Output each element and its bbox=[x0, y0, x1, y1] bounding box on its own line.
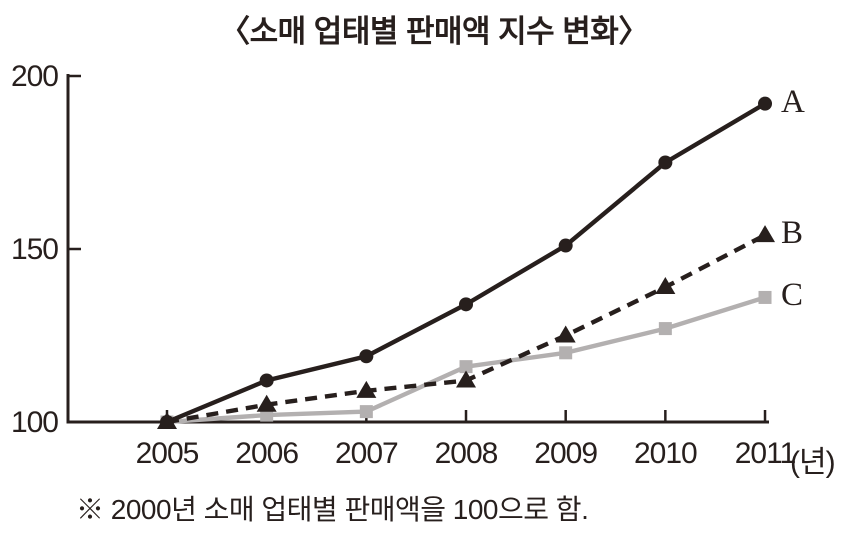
series-marker-triangle-B bbox=[356, 380, 377, 398]
series-marker-circle-A bbox=[758, 96, 773, 111]
series-marker-circle-A bbox=[658, 155, 673, 170]
y-tick-label-150: 150 bbox=[10, 233, 59, 266]
series-label-B: B bbox=[781, 215, 804, 252]
x-tick-label-2005: 2005 bbox=[135, 437, 200, 470]
series-marker-square-C bbox=[559, 346, 573, 360]
series-marker-triangle-B bbox=[555, 325, 576, 343]
series-marker-square-C bbox=[359, 405, 373, 419]
series-marker-circle-A bbox=[359, 349, 374, 364]
y-tick-label-200: 200 bbox=[10, 60, 59, 93]
series-line-C bbox=[166, 295, 766, 425]
series-marker-circle-A bbox=[160, 415, 174, 429]
footnote: ※ 2000년 소매 업태별 판매액을 100으로 함. bbox=[76, 494, 589, 525]
series-marker-circle-A bbox=[459, 297, 474, 312]
x-tick-label-2008: 2008 bbox=[434, 437, 499, 470]
x-tick-label-2006: 2006 bbox=[235, 437, 299, 470]
x-tick-label-2009: 2009 bbox=[534, 437, 598, 470]
series-marker-triangle-B bbox=[456, 370, 477, 388]
y-tick-label-100: 100 bbox=[10, 406, 59, 439]
series-marker-circle-A bbox=[558, 238, 573, 253]
x-axis-unit-label: (년) bbox=[790, 446, 836, 479]
series-marker-triangle-B bbox=[256, 394, 277, 412]
series-marker-square-C bbox=[459, 360, 473, 374]
chart-title: 〈소매 업태별 판매액 지수 변화〉 bbox=[219, 14, 649, 49]
series-marker-square-C bbox=[658, 322, 672, 336]
series-label-A: A bbox=[781, 83, 805, 120]
x-tick-label-2011: 2011 bbox=[734, 437, 797, 470]
series-label-C: C bbox=[781, 277, 804, 314]
series-line-B bbox=[166, 233, 767, 425]
series-marker-triangle-B bbox=[655, 277, 676, 295]
series-marker-circle-A bbox=[259, 373, 274, 388]
series-marker-square-C bbox=[260, 408, 274, 422]
x-tick-label-2010: 2010 bbox=[633, 437, 698, 470]
series-marker-triangle-B bbox=[755, 225, 776, 243]
axis-lines bbox=[66, 74, 769, 424]
series-marker-square-C bbox=[758, 290, 772, 304]
x-tick-label-2007: 2007 bbox=[334, 437, 399, 470]
